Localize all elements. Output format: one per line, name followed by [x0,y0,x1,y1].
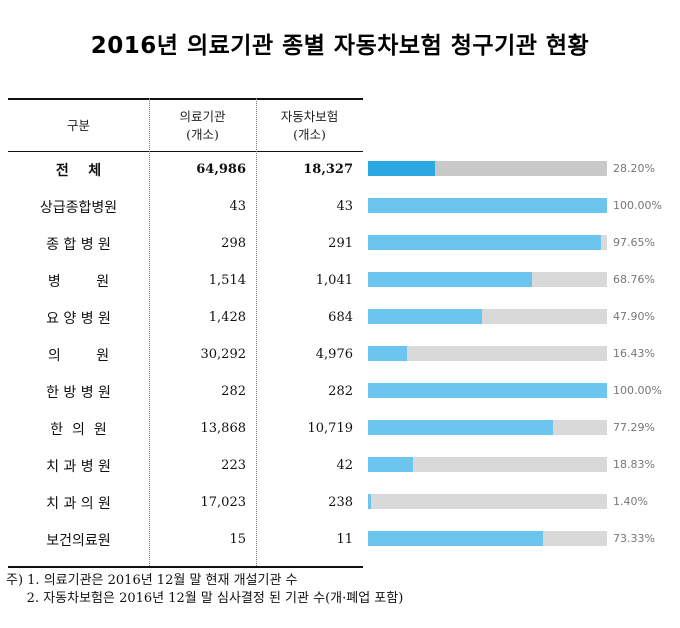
footnote: 주) 1. 의료기관은 2016년 12월 말 현재 개설기관 수 [6,573,298,588]
column-divider [149,98,150,566]
row-auto-insurance-count: 11 [336,532,353,547]
row-category: 상급종합병원 [39,199,118,216]
footnotes: 주) 1. 의료기관은 2016년 12월 말 현재 개설기관 수 2. 자동차… [6,572,403,608]
table-row: 전 체 64,986 18,327 [8,151,363,188]
row-auto-insurance-count: 1,041 [315,273,353,288]
bar-track [368,346,607,361]
column-divider [256,98,257,566]
table-row: 한 의 원 13,868 10,719 [8,410,363,447]
bar-value-label: 100.00% [613,384,662,397]
bar-fill [368,457,413,472]
table-row: 한 방 병 원 282 282 [8,373,363,410]
table-row: 상급종합병원 43 43 [8,188,363,225]
row-category: 치 과 의 원 [46,495,111,512]
bar-value-label: 68.76% [613,273,655,286]
bar-fill [368,198,607,213]
row-category: 의 원 [47,347,110,364]
table-row: 의 원 30,292 4,976 [8,336,363,373]
row-institutions-count: 282 [221,384,246,399]
row-category: 요 양 병 원 [46,310,111,327]
bar-fill [368,494,372,509]
header-auto-insurance-unit: (개소) [293,127,326,142]
row-auto-insurance-count: 291 [328,236,353,251]
row-institutions-count: 1,428 [208,310,246,325]
header-institutions: 의료기관 (개소) [149,102,256,150]
row-category: 종 합 병 원 [46,236,111,253]
bar-track [368,161,607,176]
table-row: 치 과 의 원 17,023 238 [8,484,363,521]
row-institutions-count: 64,986 [196,162,246,177]
bar-track [368,235,607,250]
bar-fill [368,346,408,361]
bar-track [368,272,607,287]
row-category: 전 체 [55,162,102,179]
row-auto-insurance-count: 238 [328,495,353,510]
row-auto-insurance-count: 43 [336,199,353,214]
row-category: 병 원 [47,273,110,290]
bar-fill [368,309,483,324]
table-row: 요 양 병 원 1,428 684 [8,299,363,336]
row-auto-insurance-count: 42 [336,458,353,473]
table-row: 종 합 병 원 298 291 [8,225,363,262]
row-institutions-count: 17,023 [200,495,247,510]
bar-value-label: 73.33% [613,532,655,545]
bar-value-label: 100.00% [613,199,662,212]
bar-track [368,309,607,324]
row-auto-insurance-count: 684 [328,310,353,325]
bar-track [368,494,607,509]
bar-fill [368,272,533,287]
row-auto-insurance-count: 18,327 [303,162,353,177]
chart-title: 2016년 의료기관 종별 자동차보험 청구기관 현황 [90,33,590,59]
row-institutions-count: 15 [229,532,246,547]
row-institutions-count: 298 [221,236,246,251]
bar-track [368,383,607,398]
table-bottom-rule [8,566,363,568]
data-table: 구분 의료기관 (개소) 자동차보험 (개소) 전 체 64,986 18,327 상… [8,98,363,568]
bar-track [368,531,607,546]
row-category: 보건의료원 [46,532,111,549]
header-auto-insurance-label: 자동차보험 [280,109,339,124]
row-category: 한 의 원 [50,421,107,438]
bar-value-label: 97.65% [613,236,655,249]
bar-value-label: 18.83% [613,458,655,471]
row-category: 한 방 병 원 [46,384,111,401]
bar-value-label: 47.90% [613,310,655,323]
row-institutions-count: 30,292 [200,347,247,362]
row-institutions-count: 1,514 [208,273,246,288]
row-institutions-count: 223 [221,458,246,473]
row-institutions-count: 43 [229,199,246,214]
table-header-rule [8,151,363,152]
row-auto-insurance-count: 4,976 [315,347,353,362]
bar-fill [368,383,607,398]
ratio-bars: 28.20% 100.00% 97.65% 68.76% 47.90% 16.43% 100… [368,150,680,570]
table-top-rule [8,98,363,100]
bar-track [368,198,607,213]
row-category: 치 과 병 원 [46,458,111,475]
bar-track [368,420,607,435]
bar-fill [368,531,544,546]
bar-fill [368,161,436,176]
header-auto-insurance: 자동차보험 (개소) [256,102,363,150]
bar-value-label: 28.20% [613,162,655,175]
table-row: 치 과 병 원 223 42 [8,447,363,484]
row-auto-insurance-count: 10,719 [307,421,354,436]
row-institutions-count: 13,868 [200,421,247,436]
bar-fill [368,420,553,435]
bar-value-label: 16.43% [613,347,655,360]
header-category-label: 구분 [66,118,90,133]
bar-value-label: 1.40% [613,495,648,508]
header-institutions-label: 의료기관 [179,109,226,124]
header-category: 구분 [8,102,149,150]
table-row: 보건의료원 15 11 [8,521,363,558]
footnote: 2. 자동차보험은 2016년 12월 말 심사결정 된 기관 수(개·폐업 포… [6,591,404,606]
bar-fill [368,235,602,250]
bar-track [368,457,607,472]
row-auto-insurance-count: 282 [328,384,353,399]
table-row: 병 원 1,514 1,041 [8,262,363,299]
header-institutions-unit: (개소) [186,127,219,142]
bar-value-label: 77.29% [613,421,655,434]
